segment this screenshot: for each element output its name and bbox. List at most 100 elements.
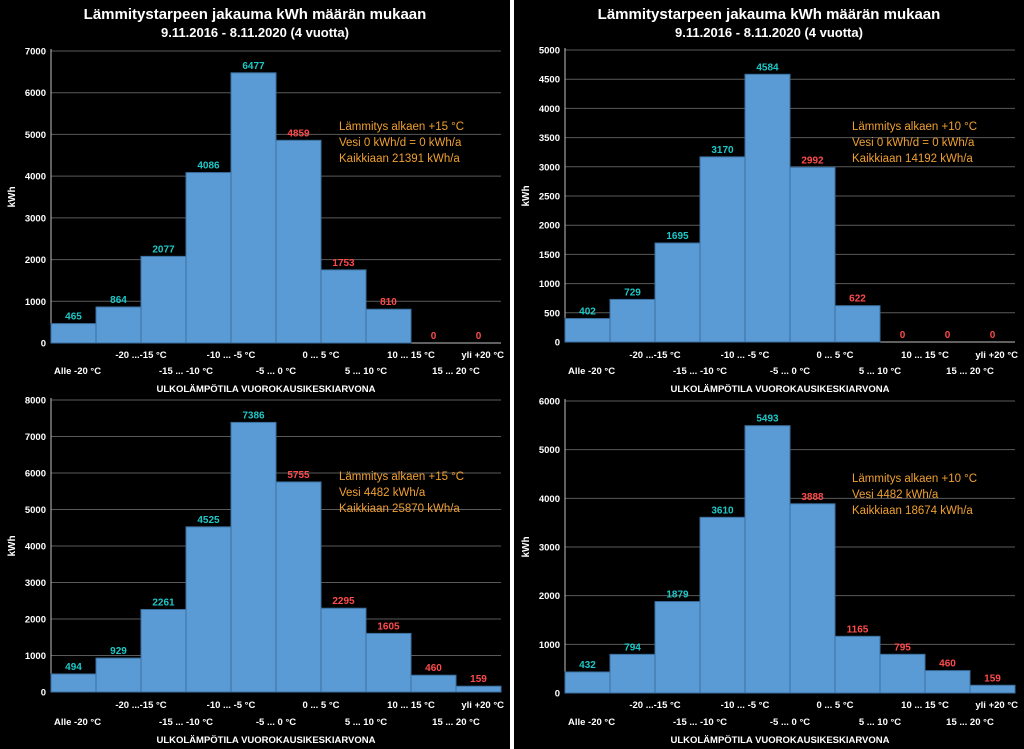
annotation-line: Kaikkiaan 14192 kWh/a <box>852 153 973 165</box>
x-tick-label: -15 ... -10 °C <box>673 717 727 728</box>
x-tick-label: -20 ...-15 °C <box>115 700 166 711</box>
x-tick-label: -10 ... -5 °C <box>721 700 770 711</box>
x-tick-label: 10 ... 15 °C <box>387 350 435 361</box>
x-tick-label: -10 ... -5 °C <box>207 700 256 711</box>
y-tick-label: 0 <box>41 688 46 699</box>
x-tick-label: 10 ... 15 °C <box>901 700 949 711</box>
y-tick-label: 2000 <box>25 255 46 266</box>
bar <box>879 653 926 694</box>
x-tick-label: 0 ... 5 °C <box>816 700 853 711</box>
x-tick-label: 15 ... 20 °C <box>432 717 480 728</box>
bar <box>320 269 367 344</box>
y-tick-label: 3000 <box>25 213 46 224</box>
x-tick-label: -15 ... -10 °C <box>159 366 213 377</box>
bar-chart-svg: 0 1000 2000 3000 4000 5000 6000 7000 8000 kWh 494 9… <box>7 396 504 747</box>
y-tick-label: 4000 <box>539 494 560 505</box>
x-tick-label: 5 ... 10 °C <box>859 717 901 728</box>
data-label: 864 <box>110 295 127 306</box>
data-label: 3610 <box>711 505 734 516</box>
data-label: 0 <box>431 331 437 342</box>
data-label: 1605 <box>377 621 400 632</box>
data-label: 402 <box>579 307 596 318</box>
x-tick-label: -15 ... -10 °C <box>159 717 213 728</box>
x-tick-label: -5 ... 0 °C <box>770 366 810 377</box>
bar <box>230 421 277 693</box>
bar <box>185 526 232 693</box>
x-tick-label: 0 ... 5 °C <box>816 350 853 361</box>
annotation-line: Lämmitys alkaen +10 °C <box>852 121 977 133</box>
data-label: 3170 <box>711 145 734 156</box>
y-tick-label: 1000 <box>25 651 46 662</box>
x-tick-label: -10 ... -5 °C <box>207 350 256 361</box>
bar <box>789 503 836 694</box>
data-label: 729 <box>624 287 641 298</box>
y-tick-label: 5000 <box>539 46 560 57</box>
y-axis-label: kWh <box>521 185 532 206</box>
data-label: 794 <box>624 642 641 653</box>
bar <box>609 653 656 694</box>
bar <box>140 608 187 693</box>
data-label: 159 <box>984 673 1001 684</box>
y-axis-label: kWh <box>521 536 532 557</box>
x-axis-label: ULKOLÄMPÖTILA VUOROKAUSIKESKIARVONA <box>156 735 375 746</box>
x-tick-label: 0 ... 5 °C <box>302 700 339 711</box>
chart-panel-top-right: Lämmitystarpeen jakauma kWh määrän mukaa… <box>514 0 1024 395</box>
x-tick-label: Alle -20 °C <box>54 717 101 728</box>
annotation-line: Lämmitys alkaen +15 °C <box>339 471 464 483</box>
y-tick-label: 3500 <box>539 133 560 144</box>
bar <box>789 166 836 343</box>
bar <box>275 481 322 693</box>
data-label: 460 <box>939 659 956 670</box>
bar <box>654 601 701 694</box>
annotation-line: Kaikkiaan 21391 kWh/a <box>339 153 460 165</box>
x-tick-label: 15 ... 20 °C <box>946 366 994 377</box>
data-label: 7386 <box>242 410 265 421</box>
y-tick-label: 2000 <box>539 591 560 602</box>
y-tick-label: 0 <box>41 339 46 350</box>
data-label: 2295 <box>332 596 355 607</box>
y-tick-label: 6000 <box>25 88 46 99</box>
y-tick-label: 1500 <box>539 250 560 261</box>
bar <box>275 139 322 344</box>
x-tick-label: yli +20 °C <box>461 700 504 711</box>
bar <box>564 671 611 694</box>
bar <box>609 298 656 343</box>
annotation-line: Lämmitys alkaen +15 °C <box>339 121 464 133</box>
data-label: 4859 <box>287 128 310 139</box>
bar <box>455 685 502 693</box>
data-label: 2261 <box>152 597 175 608</box>
x-tick-label: 10 ... 15 °C <box>901 350 949 361</box>
x-tick-label: 15 ... 20 °C <box>946 717 994 728</box>
bar-chart-svg: Lämmitystarpeen jakauma kWh määrän mukaa… <box>521 6 1018 395</box>
x-tick-label: 15 ... 20 °C <box>432 366 480 377</box>
y-tick-label: 4500 <box>539 75 560 86</box>
bar <box>834 305 881 343</box>
y-tick-label: 4000 <box>25 542 46 553</box>
bar <box>320 607 367 693</box>
x-tick-label: -5 ... 0 °C <box>256 717 296 728</box>
data-label: 432 <box>579 660 596 671</box>
y-tick-label: 500 <box>544 308 560 319</box>
bar <box>185 172 232 344</box>
x-axis-label: ULKOLÄMPÖTILA VUOROKAUSIKESKIARVONA <box>670 384 889 395</box>
y-tick-label: 2000 <box>25 615 46 626</box>
chart-title: Lämmitystarpeen jakauma kWh määrän mukaa… <box>84 6 427 23</box>
bar <box>699 156 746 343</box>
bar <box>365 308 412 344</box>
y-axis-label: kWh <box>7 535 18 556</box>
x-tick-label: Alle -20 °C <box>568 366 615 377</box>
data-label: 2992 <box>801 155 824 166</box>
chart-panel-top-left: Lämmitystarpeen jakauma kWh määrän mukaa… <box>0 0 510 395</box>
chart-subtitle: 9.11.2016 - 8.11.2020 (4 vuotta) <box>161 25 349 40</box>
x-tick-label: yli +20 °C <box>461 350 504 361</box>
data-label: 0 <box>900 330 906 341</box>
data-label: 3888 <box>801 492 824 503</box>
x-tick-label: -5 ... 0 °C <box>256 366 296 377</box>
data-label: 622 <box>849 294 866 305</box>
y-tick-label: 4000 <box>539 104 560 115</box>
data-label: 1753 <box>332 258 355 269</box>
y-tick-label: 5000 <box>25 505 46 516</box>
bar <box>564 318 611 343</box>
y-tick-label: 1000 <box>25 297 46 308</box>
y-tick-label: 2000 <box>539 221 560 232</box>
